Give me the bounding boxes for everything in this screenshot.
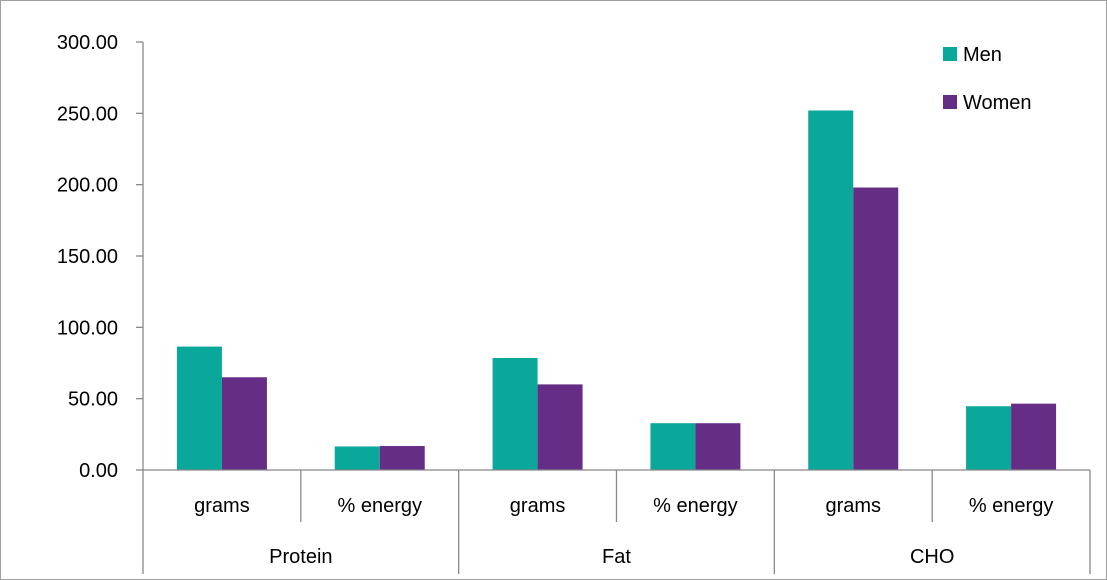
bar-women-2: [537, 384, 583, 470]
legend-label-men: Men: [963, 44, 1002, 66]
x-category-label: grams: [510, 495, 566, 517]
bar-men-1: [334, 446, 380, 470]
y-tick-label: 300.00: [57, 32, 118, 54]
y-tick-label: 0.00: [79, 460, 118, 482]
bar-men-0: [176, 346, 222, 470]
legend-swatch-men: [943, 47, 957, 61]
x-category-label: % energy: [969, 495, 1054, 517]
bars-layer: [176, 110, 1057, 470]
x-category-label: % energy: [338, 495, 423, 517]
bar-men-5: [966, 406, 1012, 470]
bar-women-5: [1011, 403, 1057, 470]
axes-layer: [136, 41, 1091, 574]
bar-women-4: [853, 187, 899, 470]
x-category-labels: grams % energy grams % energy grams % energy P…: [194, 495, 1053, 568]
x-group-label: CHO: [910, 546, 954, 568]
x-category-label: grams: [194, 495, 250, 517]
legend-swatch-women: [943, 95, 957, 109]
bar-men-3: [650, 423, 696, 470]
y-tick-label: 250.00: [57, 103, 118, 125]
x-category-label: grams: [825, 495, 881, 517]
legend-label-women: Women: [963, 92, 1032, 114]
bar-women-3: [695, 423, 741, 470]
legend: Men Women: [943, 44, 1032, 114]
x-category-label: % energy: [653, 495, 738, 517]
y-tick-label: 50.00: [68, 389, 118, 411]
bar-men-2: [492, 358, 538, 470]
bar-women-0: [221, 377, 267, 470]
y-tick-label: 100.00: [57, 317, 118, 339]
bar-men-4: [808, 110, 854, 470]
y-tick-label: 150.00: [57, 246, 118, 268]
y-tick-label: 200.00: [57, 175, 118, 197]
x-group-label: Protein: [269, 546, 332, 568]
bar-women-1: [379, 446, 425, 470]
y-tick-labels: 0.00 50.00 100.00 150.00 200.00 250.00 300.00: [57, 32, 118, 482]
x-group-label: Fat: [602, 546, 631, 568]
